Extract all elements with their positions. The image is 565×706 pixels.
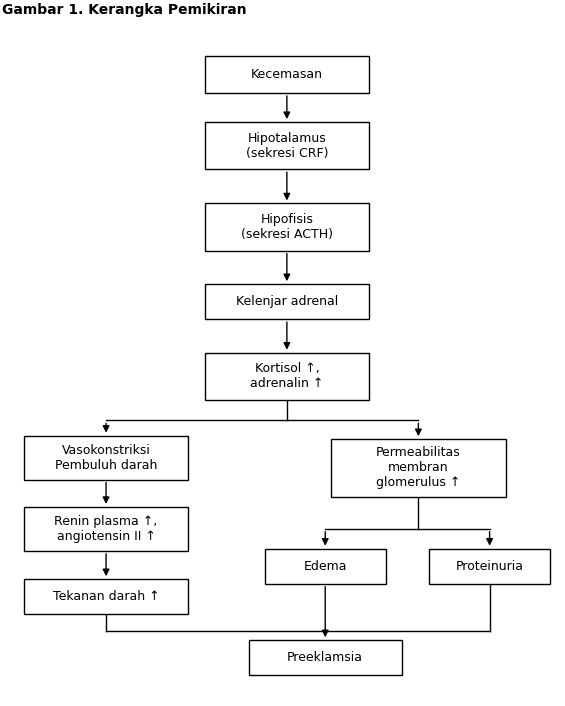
Text: Permeabilitas
membran
glomerulus ↑: Permeabilitas membran glomerulus ↑ xyxy=(376,446,460,489)
Text: Hipofisis
(sekresi ACTH): Hipofisis (sekresi ACTH) xyxy=(241,213,333,241)
FancyBboxPatch shape xyxy=(205,203,369,251)
Text: Tekanan darah ↑: Tekanan darah ↑ xyxy=(53,590,159,603)
FancyBboxPatch shape xyxy=(249,640,402,676)
Text: Kecemasan: Kecemasan xyxy=(251,68,323,81)
FancyBboxPatch shape xyxy=(331,439,506,496)
Text: Vasokonstriksi
Pembuluh darah: Vasokonstriksi Pembuluh darah xyxy=(55,443,157,472)
Text: Renin plasma ↑,
angiotensin II ↑: Renin plasma ↑, angiotensin II ↑ xyxy=(54,515,158,543)
Text: Kortisol ↑,
adrenalin ↑: Kortisol ↑, adrenalin ↑ xyxy=(250,362,324,390)
Text: Edema: Edema xyxy=(303,560,347,573)
Text: Kelenjar adrenal: Kelenjar adrenal xyxy=(236,295,338,309)
Text: Proteinuria: Proteinuria xyxy=(455,560,524,573)
Text: Preeklamsia: Preeklamsia xyxy=(287,651,363,664)
Text: Gambar 1. Kerangka Pemikiran: Gambar 1. Kerangka Pemikiran xyxy=(2,3,246,17)
FancyBboxPatch shape xyxy=(429,549,550,584)
FancyBboxPatch shape xyxy=(265,549,385,584)
Text: Hipotalamus
(sekresi CRF): Hipotalamus (sekresi CRF) xyxy=(246,132,328,160)
FancyBboxPatch shape xyxy=(24,507,188,551)
FancyBboxPatch shape xyxy=(205,56,369,93)
FancyBboxPatch shape xyxy=(205,122,369,169)
FancyBboxPatch shape xyxy=(205,352,369,400)
FancyBboxPatch shape xyxy=(24,579,188,614)
FancyBboxPatch shape xyxy=(24,436,188,479)
FancyBboxPatch shape xyxy=(205,284,369,319)
